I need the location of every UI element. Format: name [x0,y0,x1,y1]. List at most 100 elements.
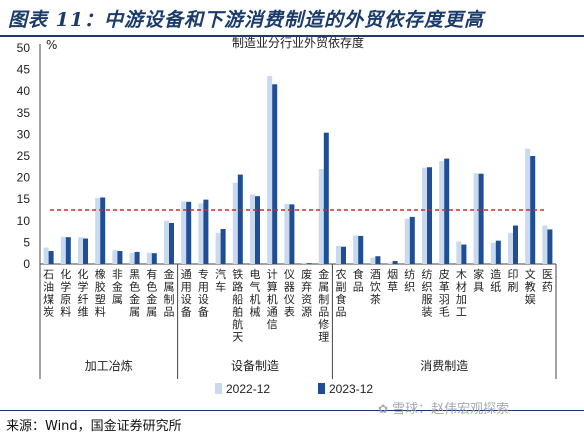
bar [151,253,157,264]
bar [318,168,324,264]
bar [495,240,501,264]
y-tick-label: 50 [17,41,31,55]
x-tick-label: 木材加工 [456,268,467,319]
y-tick-label: 45 [17,63,31,77]
x-tick-label: 文教娱 [525,267,536,306]
legend-swatch [318,383,325,394]
bar [129,252,135,264]
bar [198,203,204,264]
bar [301,262,307,264]
bar [341,246,346,264]
bar [164,220,169,264]
y-tick-label: 10 [17,214,31,228]
x-tick-label: 家具 [473,267,484,294]
bar [95,197,101,264]
y-tick-label: 0 [23,257,30,271]
source-note: 来源：Wind，国金证券研究所 [6,419,182,434]
bar [232,182,238,264]
bar [439,161,445,264]
bar [525,148,531,264]
x-tick-label: 非金属 [112,268,123,306]
x-tick-label: 计算机通信 [267,268,278,331]
bar [387,262,393,264]
bar [508,232,513,264]
watermark-text: 雪球：赵伟宏观探索 [392,402,510,417]
bar [112,250,118,264]
bar [272,84,278,264]
x-tick-label: 橡胶塑料 [95,268,106,319]
y-axis-unit: % [46,38,57,52]
group-label: 加工冶炼 [85,358,133,373]
bar [427,167,432,264]
paw-icon: ✿ [378,402,389,416]
bar [336,245,341,264]
x-tick-label: 金属制品修理 [318,267,329,344]
bar [134,251,140,264]
x-tick-label: 电气机械 [250,268,261,319]
bar [422,167,427,264]
x-tick-label: 黑色金属 [129,268,140,319]
x-tick-label: 皮革羽毛 [439,268,450,319]
bar [306,263,312,264]
bar [358,235,364,264]
x-tick-label: 纺织 [404,267,415,294]
bar [547,229,553,264]
bar [289,204,295,264]
x-tick-label: 铁路船舶航天 [232,268,243,344]
bar [215,232,221,264]
x-tick-label: 通用设备 [181,268,192,319]
y-tick-label: 15 [17,192,31,206]
bar [456,241,462,264]
bar [43,247,49,264]
bar [542,225,548,264]
figure-header: 图表 11：中游设备和下游消费制造的外贸依存度更高 [0,0,584,37]
bar [250,194,255,264]
y-tick-label: 20 [17,171,31,185]
watermark: ✿ 雪球：赵伟宏观探索 [378,398,509,417]
bar [404,218,410,264]
x-tick-label: 有色金属 [146,267,157,319]
bar-chart: 制造业分行业外贸依存度% 0 5 10 15 20 25 30 35 40 45 50 石油煤炭化学原料… [17,37,557,396]
x-tick-label: 农副食品 [336,267,347,319]
x-tick-label: 仪器仪表 [284,268,295,319]
bar [78,237,83,264]
bar [117,251,123,264]
bar [323,132,329,264]
bar [473,173,479,264]
bar [60,236,66,264]
x-tick-label: 医药 [542,268,553,294]
bar [444,158,450,264]
y-tick-label: 40 [17,84,31,98]
bar [65,237,71,264]
bar [284,203,290,264]
x-tick-label: 烟草 [387,267,398,294]
bar [375,256,381,264]
x-tick-label: 石油煤炭 [43,268,54,319]
chart-title: 制造业分行业外贸依存度 [232,37,364,50]
footer-divider [0,410,584,411]
group-label: 消费制造 [420,359,468,373]
bar [186,201,192,264]
x-tick-label: 造纸 [490,267,501,294]
x-tick-label: 印刷 [508,268,519,294]
bar [48,251,54,264]
legend-swatch [215,383,222,394]
bar [237,174,243,264]
bar [461,244,467,264]
bar [513,225,518,264]
x-tick-label: 化学纤维 [78,267,89,319]
y-tick-label: 30 [17,127,31,141]
bar [220,229,226,264]
x-tick-label: 酒饮茶 [370,268,381,306]
bar [490,242,496,264]
bar [203,199,209,264]
x-tick-label: 化学原料 [60,267,71,319]
bar [100,197,106,264]
bar [146,252,152,264]
y-tick-label: 25 [17,149,31,163]
x-tick-label: 纺织服装 [422,267,433,319]
bar [530,156,536,264]
legend-label: 2022-12 [226,382,270,396]
x-tick-label: 食品 [353,267,364,294]
bar [267,76,273,264]
